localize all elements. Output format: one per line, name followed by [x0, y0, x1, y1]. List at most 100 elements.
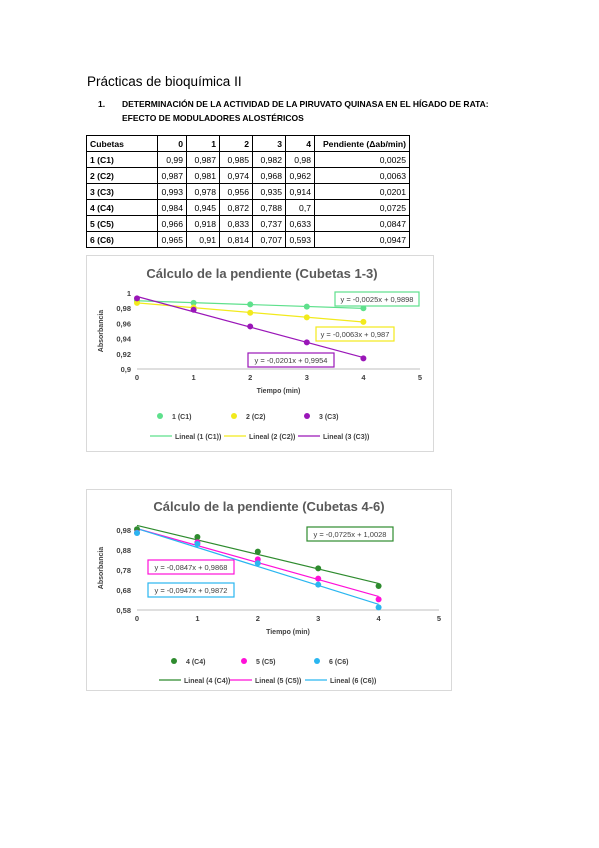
table-cell: 0,788: [252, 199, 286, 216]
legend-label: 3 (C3): [319, 414, 338, 421]
equation-box: [334, 291, 420, 307]
table-cell: 0,956: [219, 183, 253, 200]
table-cell: 0,914: [285, 183, 315, 200]
x-tick-label: 4: [361, 373, 366, 382]
x-tick-label: 5: [418, 373, 422, 382]
data-point: [134, 299, 140, 306]
table-cell: 0,966: [157, 215, 187, 232]
table-cell: 6 (C6): [86, 231, 158, 248]
data-point: [134, 530, 140, 536]
table-cell: 0,0947: [314, 231, 410, 248]
table-cell: 0,593: [285, 231, 315, 248]
legend-marker: [231, 413, 237, 419]
table-cell: 0,633: [285, 215, 315, 232]
absorbance-table: Cubetas 0 1 2 3 4 Pendiente (Δab/min) 1 (C1) 0,9…: [86, 135, 410, 248]
data-point: [303, 339, 310, 346]
table-cell: 0,99: [157, 151, 187, 168]
y-axis-label: Absorbancia: [98, 310, 105, 353]
table-cell: 0,0025: [314, 151, 410, 168]
legend-marker: [157, 413, 163, 419]
table-cell: 0,0847: [314, 215, 410, 232]
table-cell: 3 (C3): [86, 183, 158, 200]
chart-2-svg: Cálculo de la pendiente (Cubetas 4-6) 0 1 2…: [98, 499, 441, 685]
table-cell: 0,0725: [314, 199, 410, 216]
data-point: [194, 534, 201, 540]
table-row: 2 (C2) 0,987 0,981 0,974 0,968 0,962 0,0063: [86, 167, 410, 184]
equation-label: y = -0,0025x + 0,9898: [341, 295, 414, 304]
equation-box: [147, 582, 235, 598]
chart-title: Cálculo de la pendiente (Cubetas 1-3): [146, 266, 377, 281]
table-cell: 2 (C2): [86, 167, 158, 184]
table-cell: 0,984: [157, 199, 187, 216]
legend-trend-label: Lineal (4 (C4)): [184, 678, 230, 685]
data-point: [254, 548, 261, 555]
table-row: 6 (C6) 0,965 0,91 0,814 0,707 0,593 0,0947: [86, 231, 410, 248]
data-point: [375, 604, 382, 611]
table-row: 4 (C4) 0,984 0,945 0,872 0,788 0,7 0,0725: [86, 199, 410, 216]
table-row: 5 (C5) 0,966 0,918 0,833 0,737 0,633 0,0847: [86, 215, 410, 232]
section-number: 1.: [98, 99, 106, 109]
data-point: [303, 314, 310, 321]
table-cell: 0,974: [219, 167, 253, 184]
y-tick-label: 0,78: [116, 566, 131, 575]
y-tick-label: 0,58: [116, 606, 131, 615]
table-cell: 0,962: [285, 167, 315, 184]
equation-label: y = -0,0947x + 0,9872: [155, 586, 228, 595]
y-axis-label: Absorbancia: [98, 547, 105, 590]
document-title: Prácticas de bioquímica II: [87, 74, 242, 89]
x-tick-label: 2: [256, 614, 260, 623]
table-cell: 3: [252, 135, 286, 152]
data-point: [194, 541, 201, 547]
section-title: DETERMINACIÓN DE LA ACTIVIDAD DE LA PIRU…: [122, 99, 489, 123]
legend-marker: [304, 413, 310, 419]
legend-trend-label: Lineal (6 (C6)): [330, 678, 376, 685]
data-point: [247, 301, 254, 308]
legend-marker: [241, 658, 247, 664]
data-point: [315, 581, 322, 588]
table-cell: 4 (C4): [86, 199, 158, 216]
data-point: [315, 565, 322, 572]
x-tick-label: 2: [248, 373, 252, 382]
x-tick-label: 1: [195, 614, 199, 623]
table-cell: 2: [219, 135, 253, 152]
table-cell: 0,918: [186, 215, 220, 232]
data-point: [254, 560, 261, 567]
y-tick-label: 0,96: [116, 319, 131, 328]
legend-trend-label: Lineal (2 (C2)): [249, 434, 295, 441]
legend-label: 4 (C4): [186, 659, 205, 666]
chart-title: Cálculo de la pendiente (Cubetas 4-6): [153, 499, 384, 514]
table-cell: 0,987: [186, 151, 220, 168]
x-tick-label: 0: [135, 614, 139, 623]
table-row: 3 (C3) 0,993 0,978 0,956 0,935 0,914 0,0201: [86, 183, 410, 200]
table-cell: 0,98: [285, 151, 315, 168]
y-tick-label: 0,94: [116, 335, 131, 344]
table-header-row: Cubetas 0 1 2 3 4 Pendiente (Δab/min): [86, 135, 410, 152]
y-tick-label: 1: [127, 289, 131, 298]
y-tick-label: 0,98: [116, 526, 131, 535]
table-cell: 0,872: [219, 199, 253, 216]
x-tick-label: 3: [316, 614, 320, 623]
data-point: [247, 309, 254, 316]
legend-label: 2 (C2): [246, 414, 265, 421]
data-point: [134, 295, 140, 302]
equation-box: [147, 559, 235, 575]
equation-label: y = -0,0725x + 1,0028: [314, 530, 387, 539]
data-point: [360, 355, 367, 362]
chart-cubetas-4-6: Cálculo de la pendiente (Cubetas 4-6) 0 1 2…: [86, 489, 452, 691]
trendline: [136, 527, 379, 605]
table-cell: 0,737: [252, 215, 286, 232]
table-cell: 0,993: [157, 183, 187, 200]
table-cell: 0,91: [186, 231, 220, 248]
equation-label: y = -0,0847x + 0,9868: [155, 563, 228, 572]
data-point: [247, 323, 254, 330]
equation-box: [247, 352, 335, 368]
data-point: [360, 305, 367, 312]
table-row: 1 (C1) 0,99 0,987 0,985 0,982 0,98 0,0025: [86, 151, 410, 168]
legend-marker: [171, 658, 177, 664]
table-cell: 0,978: [186, 183, 220, 200]
equation-box: [315, 326, 395, 342]
y-tick-label: 0,68: [116, 586, 131, 595]
y-tick-label: 0,9: [121, 365, 131, 374]
x-tick-label: 5: [437, 614, 441, 623]
data-point: [190, 306, 197, 313]
